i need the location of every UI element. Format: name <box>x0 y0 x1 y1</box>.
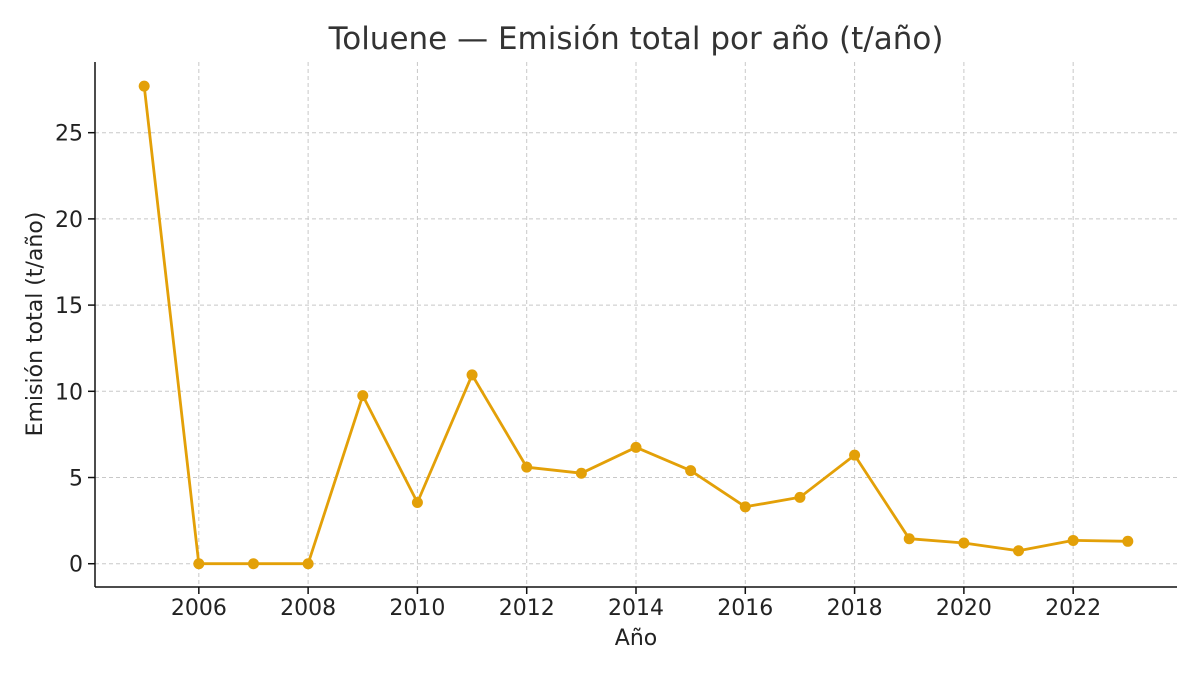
x-axis-label: Año <box>615 626 657 651</box>
y-tick-label: 20 <box>55 208 83 233</box>
series-layer <box>138 80 1134 570</box>
x-tick-label: 2018 <box>827 596 883 621</box>
y-tick-label: 0 <box>69 553 83 578</box>
data-point <box>575 467 587 479</box>
grid-lines <box>95 62 1177 587</box>
data-point <box>849 449 861 461</box>
y-tick-label: 25 <box>55 122 83 147</box>
data-point <box>903 533 915 545</box>
y-tick-label: 10 <box>55 380 83 405</box>
x-tick-label: 2020 <box>936 596 992 621</box>
data-point <box>411 497 423 509</box>
data-point <box>1013 545 1025 557</box>
data-point <box>302 558 314 570</box>
data-point <box>739 501 751 513</box>
chart-title: Toluene — Emisión total por año (t/año) <box>328 21 944 57</box>
x-tick-label: 2012 <box>499 596 555 621</box>
data-point <box>247 558 259 570</box>
data-point <box>357 390 369 402</box>
x-tick-label: 2016 <box>717 596 773 621</box>
data-point <box>466 369 478 381</box>
x-tick-label: 2010 <box>389 596 445 621</box>
y-tick-label: 15 <box>55 294 83 319</box>
data-point <box>521 461 533 473</box>
data-point <box>138 80 150 92</box>
x-tick-label: 2022 <box>1045 596 1101 621</box>
data-point <box>630 441 642 453</box>
data-point <box>1122 535 1134 547</box>
data-point <box>685 465 697 477</box>
x-tick-label: 2006 <box>171 596 227 621</box>
x-tick-label: 2014 <box>608 596 664 621</box>
data-point <box>958 537 970 549</box>
data-point <box>794 491 806 503</box>
data-point <box>193 558 205 570</box>
axis-ticks: 2006 2008 2010 2012 2014 2016 2018 2020 2022 0 5 10… <box>55 122 1101 621</box>
data-point <box>1067 534 1079 546</box>
y-axis-label: Emisión total (t/año) <box>23 212 48 437</box>
y-tick-label: 5 <box>69 467 83 492</box>
x-tick-label: 2008 <box>280 596 336 621</box>
